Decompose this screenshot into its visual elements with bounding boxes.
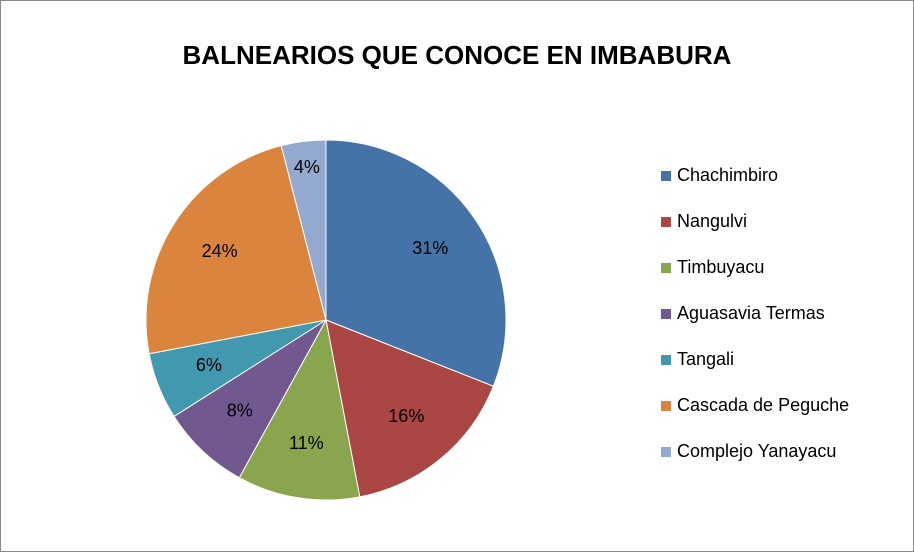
chart-title: BALNEARIOS QUE CONOCE EN IMBABURA <box>183 40 732 70</box>
pie-slice <box>325 139 507 387</box>
data-label: 6% <box>196 355 222 375</box>
data-label: 8% <box>227 401 253 421</box>
pie-slice <box>145 145 327 355</box>
legend-swatch <box>661 309 671 319</box>
legend-swatch <box>661 171 671 181</box>
pie-slice <box>280 139 327 321</box>
data-label: 4% <box>294 157 320 177</box>
data-label: 31% <box>412 238 448 258</box>
legend-label: Tangali <box>677 349 734 369</box>
legend-swatch <box>661 401 671 411</box>
legend-label: Timbuyacu <box>677 257 764 277</box>
legend-swatch <box>661 217 671 227</box>
legend-swatch <box>661 447 671 457</box>
data-label: 24% <box>202 241 238 261</box>
legend-label: Aguasavia Termas <box>677 303 825 323</box>
pie-slice <box>325 319 495 498</box>
data-label: 16% <box>388 406 424 426</box>
legend-label: Complejo Yanayacu <box>677 441 836 461</box>
legend-swatch <box>661 263 671 273</box>
data-label: 11% <box>289 433 324 453</box>
pie-slice <box>238 318 361 501</box>
legend-label: Cascada de Peguche <box>677 395 849 415</box>
pie-slice <box>173 319 327 479</box>
legend-swatch <box>661 355 671 365</box>
legend-label: Chachimbiro <box>677 165 778 185</box>
legend-label: Nangulvi <box>677 211 747 231</box>
